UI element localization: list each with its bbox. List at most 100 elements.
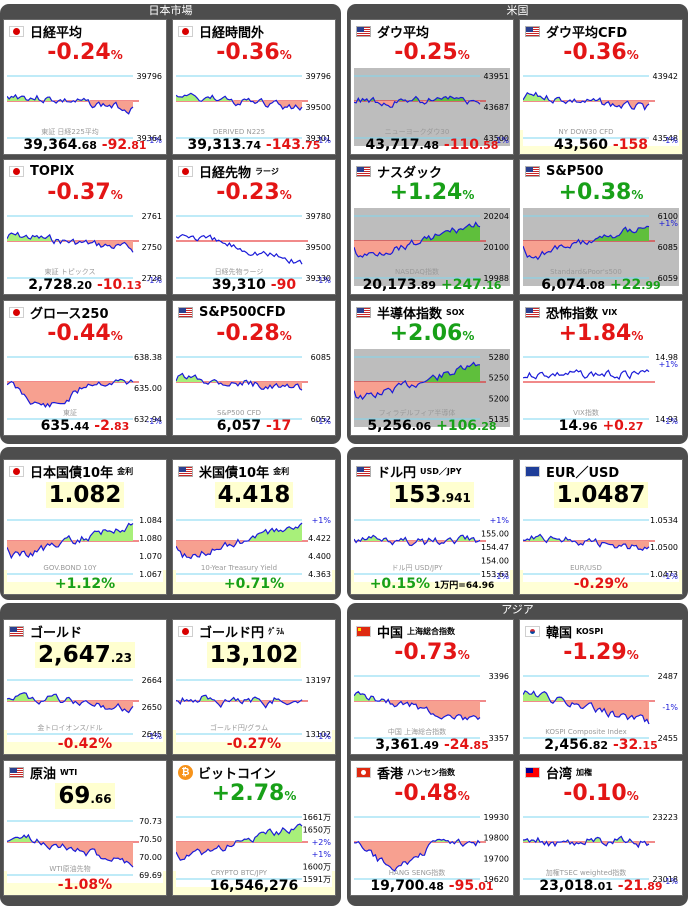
market-card[interactable]: TOPIX -0.37% 東証 トピックス 2761 2750 2728 -1% 2,728.… [3, 159, 167, 295]
price-line [175, 92, 303, 111]
chart-watermark: 東証 トピックス [44, 267, 95, 276]
percent-unit: % [457, 789, 470, 803]
market-card[interactable]: 日経時間外 -0.36% DERIVED N225 39796 39500 39301 -1… [172, 19, 336, 155]
market-card[interactable]: S&P500 +0.38% Standard&Poor's500 6100 6085 60… [519, 159, 683, 295]
market-card[interactable]: ゴールド 2,647.23 金トロイオンス/ドル 2664 2650 2645 -1% -0.… [3, 619, 167, 755]
axis-tick-label: 39796 [306, 72, 331, 81]
market-card[interactable]: ドル円 USD／JPY 153.941 ドル円 USD/JPY +1% 155.00 154… [350, 459, 514, 595]
price-chart: ゴールド円/グラム 13197 13102-1% [175, 672, 332, 742]
axis-tick-label: 14.98 [655, 353, 678, 362]
price-line [522, 225, 650, 261]
price-chart: EUR/USD 1.0534 1.0500 1.0473-1% [522, 512, 679, 582]
chart-watermark: NY DOW30 CFD [559, 128, 614, 136]
market-card[interactable]: 原油 WTI 69.66 WTI原油先物 70.73 70.50 70.00 69.69 -1.… [3, 760, 167, 896]
market-card[interactable]: ₿ ビットコイン +2.78% CRYPTO BTC/JPY 1661万 1650万 +2%… [172, 760, 336, 896]
market-card[interactable]: 香港 ハンセン指数 -0.48% HANG SENG指数 19930 19800 19700… [350, 760, 514, 896]
percent-unit: % [457, 648, 470, 662]
chart-background [176, 68, 332, 146]
market-card[interactable]: 日経先物 ラージ -0.23% 日経先物ラージ 39780 39500 39330 -1% 39… [172, 159, 336, 295]
percent-unit: % [110, 188, 123, 202]
instrument-sub-label: 金利 [273, 466, 290, 476]
price-line [522, 369, 650, 381]
current-value-text: 2,647.23 [34, 642, 136, 668]
percent-unit: % [110, 48, 123, 62]
gain-area [523, 226, 649, 241]
market-card[interactable]: 恐怖指数 VIX +1.84% VIX指数 14.98 14.93 +1% -1% 14.96 … [519, 300, 683, 436]
market-card[interactable]: グロース250 -0.44% 東証 638.38 635.00 632.94 -1% 635.… [3, 300, 167, 436]
chart-background [7, 68, 163, 146]
chart-area: S&P500 CFD 6085 6052 -1% [175, 349, 332, 427]
chart-area: VIX指数 14.98 14.93 +1% -1% [522, 349, 679, 427]
value-main: 1.0487 [556, 482, 646, 508]
market-card[interactable]: ダウ平均CFD -0.36% NY DOW30 CFD 43942 43548 -1% 43… [519, 19, 683, 155]
minus-one-percent-label: -1% [315, 732, 331, 741]
instrument-sub-label: 加権 [576, 767, 593, 777]
loss-area [523, 842, 649, 848]
chart-watermark: ドル円 USD/JPY [392, 564, 444, 572]
price-decimal: .20 [72, 279, 93, 292]
net-change: +106.28 [436, 418, 496, 434]
price-chart: DERIVED N225 39796 39500 39301-1% [175, 68, 332, 146]
instrument-name-label: 日経時間外 [199, 25, 265, 41]
chart-area: 加権TSEC weighted指数 23223 23018 -1% [522, 809, 679, 887]
price-decimal: .01 [593, 880, 613, 893]
market-card[interactable]: 米国債10年 金利 4.418 10-Year Treasury Yield +1% 4.… [172, 459, 336, 595]
price-value: 2,456 [544, 737, 589, 753]
price-value: 2,728 [28, 277, 73, 293]
instrument-name-label: ゴールド [30, 625, 83, 641]
price-decimal: .74 [241, 139, 262, 152]
axis-tick-label: 19700 [484, 854, 509, 863]
price-line [6, 378, 134, 408]
market-card[interactable]: 日本国債10年 金利 1.082 GOV.BOND 10Y 1.084 1.080 1.07… [3, 459, 167, 595]
price-line [175, 694, 303, 709]
loss-area [176, 382, 302, 391]
axis-tick-label: 43687 [484, 103, 509, 112]
percent-change: -0.28% [173, 320, 335, 350]
chart-area: NASDAQ指数 20204 20100 19988 [353, 208, 510, 286]
value-main: 69 [58, 783, 91, 809]
percent-change: +1.24% [351, 179, 513, 209]
price-and-change: 16,546,276 [175, 878, 333, 894]
percent-change: -0.27% [173, 736, 335, 752]
net-change-value: -90 [270, 277, 297, 293]
axis-tick-label: 1600万 [303, 863, 331, 872]
axis-tick-label: 2664 [142, 676, 162, 685]
axis-tick-label: 39500 [306, 103, 331, 112]
us-flag-icon [9, 625, 24, 637]
percent-value: +1.12 [54, 576, 102, 592]
instrument-name-label: 米国債10年 [199, 465, 270, 481]
instrument-name: 台湾 加権 [525, 762, 592, 782]
instrument-name-label: 日本国債10年 [30, 465, 114, 481]
current-value-text: 13,102 [206, 642, 302, 668]
market-card[interactable]: ゴールド円 ｸﾞﾗﾑ 13,102 ゴールド円/グラム 13197 13102 -1% -0.… [172, 619, 336, 755]
net-change: -90 [271, 277, 296, 293]
jp-flag-icon [178, 25, 193, 37]
percent-value: -0.25 [394, 40, 458, 65]
net-change-value: -32 [612, 737, 639, 753]
market-card[interactable]: 台湾 加権 -0.10% 加権TSEC weighted指数 23223 23018 -1%… [519, 760, 683, 896]
conversion-note: 1万円=64.96 [434, 581, 495, 591]
price-line [353, 221, 481, 258]
cn-flag-icon [356, 625, 371, 637]
net-change-decimal: .13 [122, 279, 142, 292]
percent-value: -0.73 [394, 640, 458, 665]
market-card[interactable]: S&P500CFD -0.28% S&P500 CFD 6085 6052 -1% 6,05… [172, 300, 336, 436]
chart-watermark: Standard&Poor's500 [550, 268, 622, 276]
market-card[interactable]: 半導体指数 SOX +2.06% フィラデルフィア半導体 5280 5250 5200 513… [350, 300, 514, 436]
net-change-decimal: .58 [478, 139, 499, 152]
axis-tick-label: 39500 [306, 243, 331, 252]
price-value: 43,560 [554, 137, 609, 153]
loss-area [354, 382, 480, 400]
loss-area [523, 541, 649, 551]
market-card[interactable]: ダウ平均 -0.25% ニューヨークダウ30 43951 43687 43500 -1% 43… [350, 19, 514, 155]
instrument-name-label: 中国 [377, 625, 404, 641]
market-card[interactable]: 中国 上海総合指数 -0.73% 中国 上海総合指数 3396 3357 3,361.49 … [350, 619, 514, 755]
us-flag-icon [525, 165, 540, 177]
market-card[interactable]: 韓国 KOSPI -1.29% KOSPI Composite Index 2487 -1… [519, 619, 683, 755]
market-card[interactable]: EUR／USD 1.0487 EUR/USD 1.0534 1.0500 1.0473 -1… [519, 459, 683, 595]
axis-tick-label: 14.93 [655, 415, 678, 424]
jp-flag-icon [9, 465, 24, 477]
market-card[interactable]: 日経平均 -0.24% 東証 日経225平均 39796 39364 -1% 39,364.… [3, 19, 167, 155]
market-card[interactable]: ナスダック +1.24% NASDAQ指数 20204 20100 19988 20,173… [350, 159, 514, 295]
